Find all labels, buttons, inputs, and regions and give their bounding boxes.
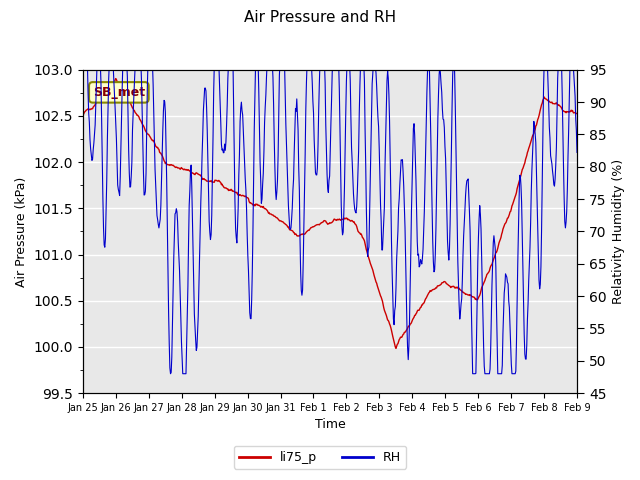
Y-axis label: Relativity Humidity (%): Relativity Humidity (%): [612, 159, 625, 304]
RH: [381, 162, 389, 168]
li75_p: [228, 188, 236, 194]
RH: [137, 60, 145, 66]
Line: li75_p: li75_p: [83, 79, 577, 348]
RH: [228, 60, 236, 66]
RH: [409, 148, 417, 154]
Legend: li75_p, RH: li75_p, RH: [234, 446, 406, 469]
li75_p: [79, 112, 87, 118]
li75_p: [138, 120, 145, 125]
li75_p: [573, 111, 581, 117]
Y-axis label: Air Pressure (kPa): Air Pressure (kPa): [15, 176, 28, 287]
Line: RH: RH: [83, 63, 577, 374]
li75_p: [392, 346, 400, 351]
RH: [253, 60, 260, 66]
RH: [573, 150, 581, 156]
li75_p: [253, 202, 260, 208]
li75_p: [410, 315, 417, 321]
li75_p: [381, 309, 389, 315]
Text: SB_met: SB_met: [93, 86, 145, 99]
li75_p: [272, 214, 280, 220]
X-axis label: Time: Time: [315, 419, 346, 432]
li75_p: [112, 76, 120, 82]
RH: [79, 60, 87, 66]
Text: Air Pressure and RH: Air Pressure and RH: [244, 10, 396, 24]
RH: [272, 187, 280, 193]
RH: [166, 371, 174, 377]
